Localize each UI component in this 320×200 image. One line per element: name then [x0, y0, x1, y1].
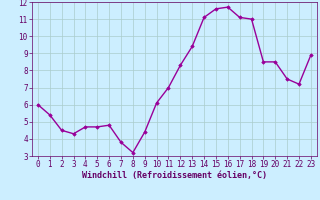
X-axis label: Windchill (Refroidissement éolien,°C): Windchill (Refroidissement éolien,°C)	[82, 171, 267, 180]
